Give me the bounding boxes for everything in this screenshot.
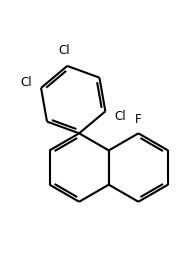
Text: Cl: Cl (114, 110, 126, 123)
Text: F: F (135, 113, 142, 126)
Text: Cl: Cl (21, 76, 32, 89)
Text: Cl: Cl (59, 44, 70, 57)
